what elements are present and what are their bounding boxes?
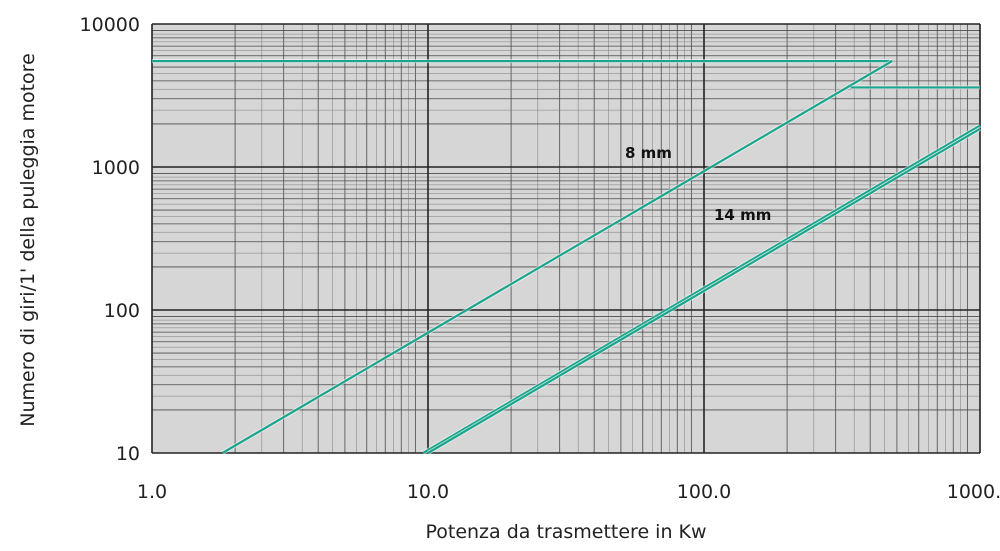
x-tick-label: 100.0 — [677, 481, 731, 503]
x-tick-label: 1.0 — [137, 481, 167, 503]
y-tick-label: 10 — [116, 443, 140, 465]
plot-area — [152, 24, 980, 453]
series-line — [221, 60, 893, 454]
y-axis-title: Numero di giri/1' della puleggia motore — [17, 53, 39, 427]
major-grid — [151, 23, 981, 454]
minor-grid — [152, 24, 980, 453]
series-line — [427, 127, 981, 454]
x-axis-title: Potenza da trasmettere in Kw — [425, 521, 706, 543]
x-tick-label: 10.0 — [407, 481, 449, 503]
series-layer — [152, 59, 982, 455]
y-tick-label: 100 — [104, 300, 140, 322]
labels-layer: 1.0 10.0 100.0 1000.0 10 100 1000 10000 8 mm 14 m… — [80, 14, 1000, 503]
y-tick-label: 10000 — [80, 14, 140, 36]
series-label-14mm: 14 mm — [714, 206, 771, 224]
x-tick-label: 1000.0 — [947, 481, 1000, 503]
y-tick-label: 1000 — [92, 157, 140, 179]
series-line — [422, 124, 981, 454]
series-label-8mm: 8 mm — [625, 144, 672, 162]
